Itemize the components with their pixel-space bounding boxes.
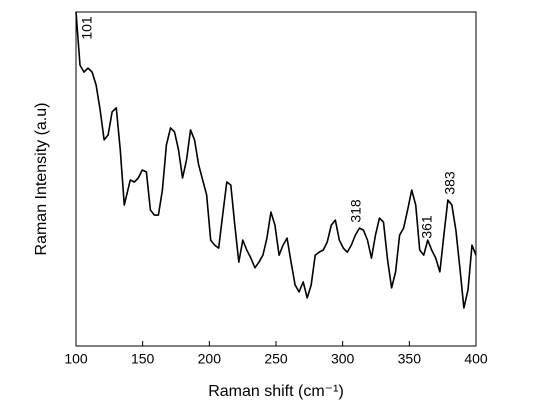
x-tick-label: 150 [131,351,155,367]
peak-annotation: 361 [419,215,435,239]
peak-annotation: 101 [79,16,95,40]
spectrum-line [75,11,477,309]
peak-annotation: 318 [348,199,364,223]
x-tick-label: 350 [398,351,422,367]
x-tick-label: 400 [464,351,488,367]
x-tick-label: 100 [64,351,88,367]
x-tick-label: 200 [198,351,222,367]
x-axis-label: Raman shift (cm⁻¹) [208,383,344,400]
peak-annotation: 383 [442,171,458,195]
y-axis-label: Raman Intensity (a.u) [33,103,50,256]
x-tick-label: 250 [264,351,288,367]
x-tick-label: 300 [331,351,355,367]
plot-frame [75,11,477,347]
